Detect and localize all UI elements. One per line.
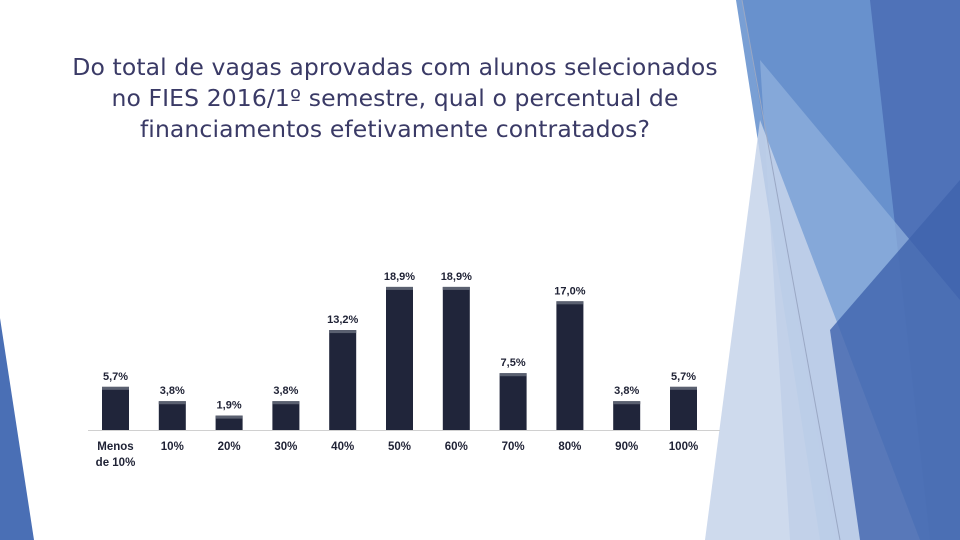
data-label-3: 3,8% <box>273 385 298 397</box>
bars-group <box>102 286 697 430</box>
bar-7 <box>499 373 527 430</box>
bar-top-highlight <box>272 401 300 405</box>
bar-top-highlight <box>499 373 527 377</box>
data-label-9: 3,8% <box>614 385 639 397</box>
data-label-0: 5,7% <box>103 371 128 383</box>
bar-chart: 5,7% 3,8% 1,9% 3,8% 13,2% 18,9% 18,9% 7,5% 17,0%… <box>88 271 720 469</box>
bar-8 <box>556 301 584 430</box>
bar-2 <box>215 415 243 430</box>
bar-top-highlight <box>158 401 186 405</box>
category-label-4: 40% <box>331 441 354 453</box>
bar-top-highlight <box>442 286 470 290</box>
slide-title-line-3: financiamentos efetivamente contratados? <box>139 115 651 143</box>
category-label-10: 100% <box>669 441 698 453</box>
data-label-7: 7,5% <box>501 357 526 369</box>
bar-top-highlight <box>215 415 243 419</box>
bar-top-highlight <box>670 386 697 390</box>
slide-title-line-1: Do total de vagas aprovadas com alunos s… <box>72 53 718 81</box>
bar-1 <box>158 401 186 430</box>
data-label-5: 18,9% <box>384 271 415 283</box>
data-label-4: 13,2% <box>327 314 358 326</box>
bar-3 <box>272 401 300 430</box>
data-labels-group: 5,7% 3,8% 1,9% 3,8% 13,2% 18,9% 18,9% 7,5% 17,0%… <box>103 271 696 412</box>
bar-9 <box>613 401 641 430</box>
bar-4 <box>329 330 357 430</box>
data-label-2: 1,9% <box>217 400 242 412</box>
bar-top-highlight <box>102 386 129 390</box>
bar-6 <box>442 286 470 430</box>
data-label-10: 5,7% <box>671 371 696 383</box>
category-label-1: 10% <box>161 441 184 453</box>
bar-10 <box>670 386 697 430</box>
data-label-6: 18,9% <box>441 271 472 283</box>
category-label-3: 30% <box>274 441 297 453</box>
bar-5 <box>386 286 413 430</box>
slide-title-line-2: no FIES 2016/1º semestre, qual o percent… <box>111 84 679 112</box>
bar-top-highlight <box>556 301 584 305</box>
category-label-9: 90% <box>615 441 638 453</box>
category-labels-group: Menos de 10% 10% 20% 30% 40% 50% 60% 70% 80% 90% 10… <box>96 441 699 469</box>
right-panel-accent <box>830 180 960 540</box>
category-label-2: 20% <box>218 441 241 453</box>
category-label-5: 50% <box>388 441 411 453</box>
bar-top-highlight <box>386 286 413 290</box>
right-panel-line <box>741 0 841 540</box>
bar-0 <box>102 386 129 430</box>
bar-top-highlight <box>613 401 641 405</box>
data-label-1: 3,8% <box>160 385 185 397</box>
left-edge-accent <box>0 318 34 540</box>
category-label-0: Menos <box>97 441 133 453</box>
category-label-0: de 10% <box>96 457 136 469</box>
slide-title: Do total de vagas aprovadas com alunos s… <box>40 52 750 145</box>
bar-top-highlight <box>329 330 357 334</box>
data-label-8: 17,0% <box>554 285 585 297</box>
category-label-6: 60% <box>445 441 468 453</box>
category-label-8: 80% <box>558 441 581 453</box>
category-label-7: 70% <box>502 441 525 453</box>
